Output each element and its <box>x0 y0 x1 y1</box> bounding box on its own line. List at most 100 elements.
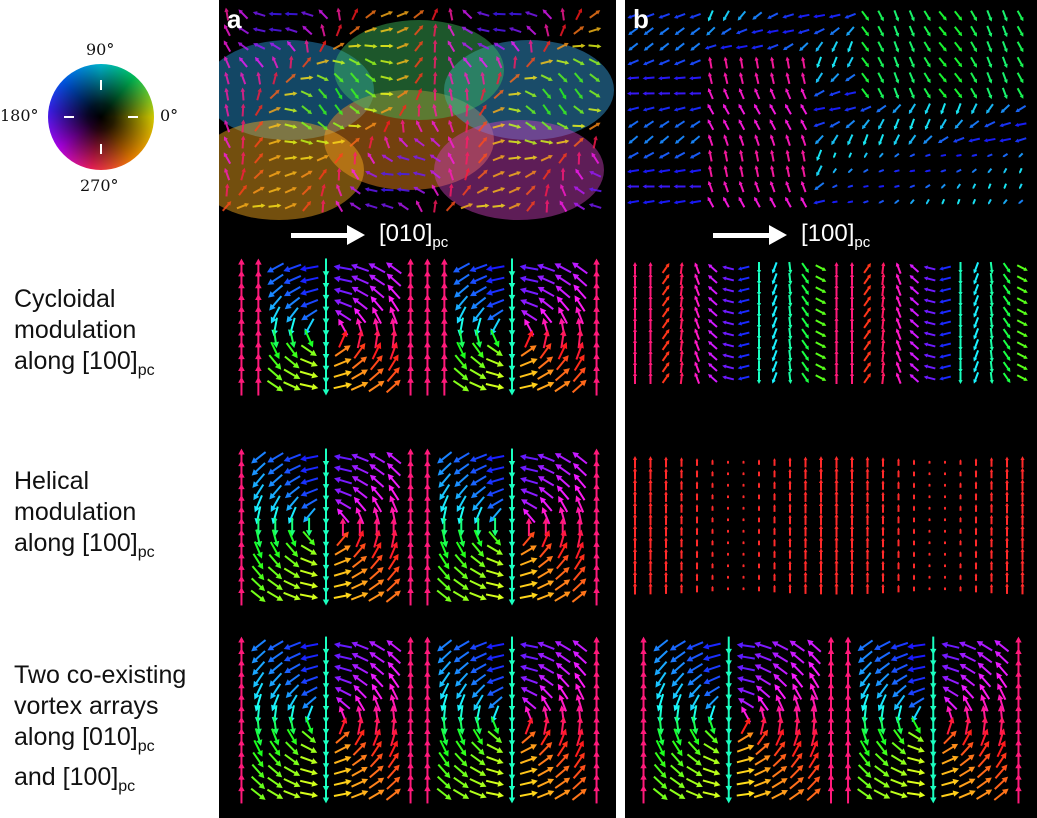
field-arrow <box>386 650 402 665</box>
field-arrow <box>1018 199 1024 204</box>
field-arrow <box>793 728 801 747</box>
field-arrow <box>338 717 348 735</box>
field-arrow <box>522 508 536 524</box>
field-arrow <box>284 155 298 160</box>
field-arrow <box>1020 456 1025 468</box>
field-arrow <box>302 696 317 709</box>
field-arrow <box>913 551 915 557</box>
field-arrow <box>813 106 826 112</box>
field-arrow <box>573 473 587 489</box>
field-arrow <box>648 295 653 307</box>
field-arrow <box>593 587 600 606</box>
field-arrow <box>806 788 821 802</box>
field-arrow <box>669 788 686 800</box>
field-arrow <box>788 491 792 502</box>
field-arrow <box>283 778 301 788</box>
field-arrow <box>224 103 230 117</box>
field-arrow <box>896 716 904 735</box>
field-arrow <box>299 370 319 379</box>
field-arrow <box>758 574 760 580</box>
field-arrow <box>711 482 714 488</box>
field-arrow <box>440 682 450 700</box>
field-arrow <box>679 537 684 548</box>
field-arrow <box>334 653 353 661</box>
field-arrow <box>555 355 569 371</box>
angle-label-0: 0° <box>160 106 179 125</box>
field-arrow <box>653 639 669 652</box>
field-arrow <box>790 662 805 676</box>
field-arrow <box>865 571 870 583</box>
field-arrow <box>742 471 745 476</box>
field-arrow <box>368 135 374 149</box>
field-arrow <box>815 275 827 282</box>
field-arrow <box>251 462 266 476</box>
field-arrow <box>756 295 762 307</box>
field-arrow <box>736 676 755 684</box>
field-arrow <box>1005 560 1009 571</box>
field-arrow <box>1005 491 1009 502</box>
field-arrow <box>944 460 946 464</box>
field-arrow <box>632 456 638 468</box>
field-arrow <box>989 371 994 384</box>
field-arrow <box>689 91 702 96</box>
field-arrow <box>828 13 841 19</box>
field-arrow <box>519 465 539 473</box>
field-arrow <box>771 350 778 362</box>
field-arrow <box>813 89 825 97</box>
field-arrow <box>272 716 279 735</box>
field-arrow <box>386 367 400 383</box>
field-arrow <box>386 764 400 779</box>
field-arrow <box>432 103 438 117</box>
field-arrow <box>738 196 746 208</box>
field-arrow <box>801 361 809 372</box>
row-label-line: Helical <box>14 467 90 495</box>
row-label-subscript: pc <box>137 544 155 561</box>
field-arrow <box>959 516 962 523</box>
field-arrow <box>388 484 400 501</box>
field-arrow <box>520 744 538 754</box>
field-arrow <box>335 200 344 213</box>
field-arrow <box>1016 297 1028 304</box>
field-arrow <box>1015 105 1027 113</box>
field-arrow <box>486 755 504 765</box>
field-arrow <box>771 262 778 274</box>
field-arrow <box>815 330 827 337</box>
field-arrow <box>938 10 947 21</box>
field-arrow <box>725 785 732 804</box>
field-arrow <box>1015 785 1022 804</box>
field-arrow <box>946 717 955 735</box>
field-arrow <box>300 466 319 474</box>
field-arrow <box>815 308 827 315</box>
field-arrow <box>695 515 699 524</box>
field-arrow <box>370 673 384 688</box>
field-arrow <box>453 764 469 778</box>
field-arrow <box>224 167 231 181</box>
field-arrow <box>285 684 300 698</box>
field-arrow <box>694 317 701 329</box>
field-arrow <box>642 169 655 174</box>
field-arrow <box>322 587 330 606</box>
field-arrow <box>785 56 791 69</box>
field-arrow <box>558 152 567 164</box>
field-arrow <box>705 695 719 710</box>
field-arrow <box>254 153 264 164</box>
field-arrow <box>486 455 505 462</box>
field-arrow <box>648 328 653 340</box>
field-arrow <box>554 263 572 274</box>
field-arrow <box>350 592 369 601</box>
field-arrow <box>380 91 394 97</box>
field-arrow <box>989 537 994 548</box>
field-arrow <box>454 661 469 675</box>
field-arrow <box>891 741 907 755</box>
field-arrow <box>974 469 978 478</box>
field-arrow <box>370 296 384 312</box>
field-arrow <box>542 40 551 53</box>
field-arrow <box>318 9 329 20</box>
field-arrow <box>658 184 671 189</box>
field-arrow <box>773 458 776 466</box>
field-arrow <box>429 154 441 163</box>
field-arrow <box>658 169 671 174</box>
field-arrow <box>571 788 587 801</box>
field-arrow <box>974 458 978 466</box>
field-arrow <box>895 273 902 285</box>
